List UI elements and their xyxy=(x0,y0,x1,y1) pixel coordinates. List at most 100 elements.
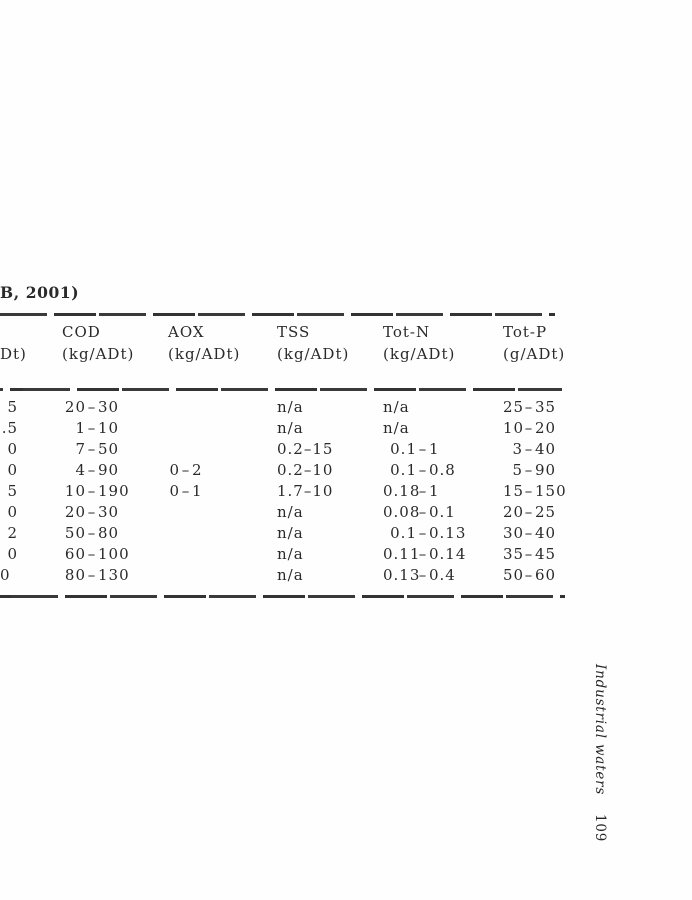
range-high: 2 xyxy=(192,461,203,479)
table-cell-cod: 4–90 xyxy=(62,460,168,481)
table-cell-cod: 7–50 xyxy=(62,439,168,460)
column-unit-cod: (kg/ADt) xyxy=(62,345,135,363)
range-low: 10 xyxy=(64,482,86,500)
table-header-labels-row: COD AOX TSS Tot-N Tot-P xyxy=(0,322,593,343)
table-cell-totn: 0.18–1 xyxy=(383,481,503,502)
table-cell-tss: 0.2–10 xyxy=(277,460,383,481)
range-dash: – xyxy=(418,524,428,542)
range-high: 0.4 xyxy=(429,566,456,584)
range-low: 60 xyxy=(64,545,86,563)
table-row: 0 7–50 0.2–15 0.1–1 3–40 xyxy=(0,439,593,460)
column-unit-totp: (g/ADt) xyxy=(503,345,566,363)
range-high: 45 xyxy=(535,545,557,563)
range-high: 0.13 xyxy=(429,524,467,542)
range-high: 0.8 xyxy=(429,461,456,479)
table-header-units-row: Dt) (kg/ADt) (kg/ADt) (kg/ADt) (kg/ADt) (g/AD… xyxy=(0,344,593,365)
table-cell-c0: 0 xyxy=(7,545,18,563)
table-cell-totn: 0.13–0.4 xyxy=(383,565,503,586)
range-high: 25 xyxy=(535,503,557,521)
table-cell-aox xyxy=(168,502,277,523)
page-number: 109 xyxy=(592,814,608,843)
range-low: 7 xyxy=(75,440,86,458)
table-caption-fragment: B, 2001) xyxy=(0,283,80,302)
range-low: 0.1 xyxy=(390,440,417,458)
range-low: 4 xyxy=(75,461,86,479)
range-high: 1 xyxy=(429,482,440,500)
table-row: 0 80–130 n/a 0.13–0.4 50–60 xyxy=(0,565,593,586)
table-cell-totp: 10–20 xyxy=(503,418,593,439)
table-cell-totn: 0.1–0.13 xyxy=(383,523,503,544)
range-high: 35 xyxy=(535,398,557,416)
table-cell-c0: 0 xyxy=(0,566,11,584)
table-cell-c0: 5 xyxy=(7,482,18,500)
table-cell-totp: 15–150 xyxy=(503,481,593,502)
cell-value: n/a xyxy=(277,545,304,563)
range-dash: – xyxy=(87,440,97,458)
range-high: 40 xyxy=(535,440,557,458)
range-low: 0.18 xyxy=(383,482,421,500)
cell-value: n/a xyxy=(277,524,304,542)
table-row: 5 20–30 n/a n/a 25–35 xyxy=(0,397,593,418)
range-dash: – xyxy=(87,503,97,521)
table-cell-aox xyxy=(168,439,277,460)
range-low: 3 xyxy=(512,440,523,458)
range-dash: – xyxy=(181,482,191,500)
range-low: 15 xyxy=(503,482,525,500)
column-unit-totn: (kg/ADt) xyxy=(383,345,456,363)
table-top-rule xyxy=(0,313,555,316)
range-dash: – xyxy=(524,545,534,563)
table-row: 5 10–190 0–1 1.7–10 0.18–1 15–150 xyxy=(0,481,593,502)
range-low: 10 xyxy=(503,419,525,437)
range-dash: – xyxy=(87,419,97,437)
range-dash: – xyxy=(524,398,534,416)
table-cell-c0: 2 xyxy=(7,524,18,542)
table-cell-cod: 1–10 xyxy=(62,418,168,439)
table-cell-cod: 50–80 xyxy=(62,523,168,544)
range-dash: – xyxy=(87,545,97,563)
range-high: 1 xyxy=(429,440,440,458)
range-dash: – xyxy=(524,482,534,500)
range-high: 60 xyxy=(535,566,557,584)
range-high: 30 xyxy=(98,503,120,521)
range-dash: – xyxy=(524,440,534,458)
column-label-cod: COD xyxy=(62,323,101,341)
range-high: 190 xyxy=(98,482,130,500)
range-dash: – xyxy=(524,419,534,437)
range-low: 0.1 xyxy=(390,524,417,542)
range-low: 1 xyxy=(75,419,86,437)
cell-value: n/a xyxy=(277,503,304,521)
column-label-c0 xyxy=(0,322,62,343)
cell-value: 0.2–10 xyxy=(277,461,334,479)
table-cell-tss: 1.7–10 xyxy=(277,481,383,502)
range-high: 130 xyxy=(98,566,130,584)
range-high: 100 xyxy=(98,545,130,563)
cell-value: n/a xyxy=(383,398,410,416)
range-high: 10 xyxy=(98,419,120,437)
range-dash: – xyxy=(418,482,428,500)
range-high: 40 xyxy=(535,524,557,542)
table-cell-aox: 0–1 xyxy=(168,481,277,502)
table-cell-totp: 50–60 xyxy=(503,565,593,586)
table-header: COD AOX TSS Tot-N Tot-P Dt) (kg/ADt) (kg/ADt) (… xyxy=(0,322,593,365)
range-dash: – xyxy=(87,461,97,479)
table-row: 2 50–80 n/a 0.1–0.13 30–40 xyxy=(0,523,593,544)
table-bottom-rule xyxy=(0,595,565,598)
range-high: 1 xyxy=(192,482,203,500)
table-cell-tss: n/a xyxy=(277,523,383,544)
table-cell-totn: n/a xyxy=(383,397,503,418)
column-label-totp: Tot-P xyxy=(503,323,548,341)
range-low: 0.13 xyxy=(383,566,421,584)
column-label-tss: TSS xyxy=(277,323,311,341)
range-dash: – xyxy=(418,566,428,584)
range-dash: – xyxy=(418,545,428,563)
range-low: 25 xyxy=(503,398,525,416)
table-cell-totn: 0.11–0.14 xyxy=(383,544,503,565)
range-dash: – xyxy=(418,503,428,521)
range-low: 50 xyxy=(64,524,86,542)
range-dash: – xyxy=(524,524,534,542)
range-high: 90 xyxy=(535,461,557,479)
column-unit-tss: (kg/ADt) xyxy=(277,345,350,363)
range-low: 20 xyxy=(64,398,86,416)
cell-value: n/a xyxy=(277,398,304,416)
